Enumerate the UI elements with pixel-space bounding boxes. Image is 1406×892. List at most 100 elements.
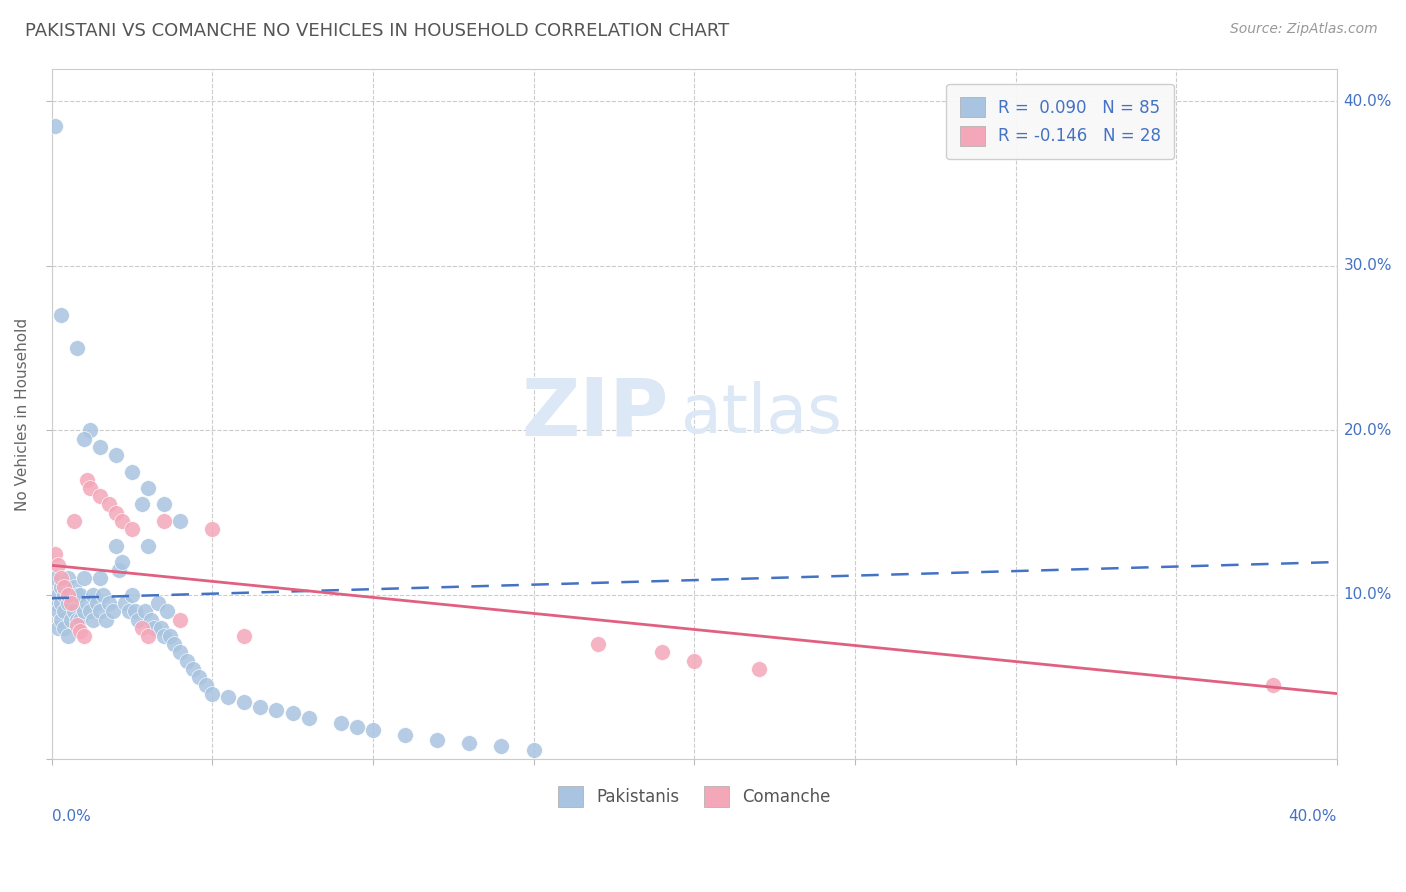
Point <box>121 588 143 602</box>
Point <box>233 629 256 643</box>
Point <box>153 514 176 528</box>
Point <box>46 604 69 618</box>
Point <box>46 588 69 602</box>
Point <box>51 613 73 627</box>
Point <box>149 621 172 635</box>
Point <box>217 690 239 704</box>
Point <box>194 678 217 692</box>
Point <box>121 522 143 536</box>
Text: ZIP: ZIP <box>522 375 669 453</box>
Point <box>98 596 121 610</box>
Point <box>163 637 186 651</box>
Point <box>56 588 79 602</box>
Point <box>346 719 368 733</box>
Point <box>82 588 104 602</box>
Point <box>91 588 114 602</box>
Point <box>121 465 143 479</box>
Point <box>89 440 111 454</box>
Text: atlas: atlas <box>682 381 842 447</box>
Point <box>108 563 131 577</box>
Point <box>51 572 73 586</box>
Point <box>201 687 224 701</box>
Point <box>59 613 82 627</box>
Point <box>56 596 79 610</box>
Point <box>111 555 134 569</box>
Point <box>1261 678 1284 692</box>
Point <box>131 621 153 635</box>
Point <box>63 580 86 594</box>
Point <box>73 629 96 643</box>
Point <box>131 498 153 512</box>
Point <box>176 654 198 668</box>
Point <box>586 637 609 651</box>
Point <box>153 498 176 512</box>
Point <box>69 588 91 602</box>
Point <box>491 739 513 754</box>
Point <box>426 732 449 747</box>
Point <box>51 308 73 322</box>
Text: 40.0%: 40.0% <box>1289 809 1337 824</box>
Point <box>169 514 191 528</box>
Point <box>56 629 79 643</box>
Point <box>79 424 101 438</box>
Point <box>748 662 770 676</box>
Point <box>46 621 69 635</box>
Text: Source: ZipAtlas.com: Source: ZipAtlas.com <box>1230 22 1378 37</box>
Point <box>59 588 82 602</box>
Point <box>53 604 76 618</box>
Point <box>73 432 96 446</box>
Point <box>56 572 79 586</box>
Point <box>79 604 101 618</box>
Text: 30.0%: 30.0% <box>1344 259 1392 274</box>
Point <box>281 706 304 721</box>
Point <box>156 604 179 618</box>
Point <box>44 119 66 133</box>
Point <box>73 572 96 586</box>
Point <box>51 596 73 610</box>
Point <box>298 711 321 725</box>
Text: 20.0%: 20.0% <box>1344 423 1392 438</box>
Point <box>44 596 66 610</box>
Point <box>76 473 98 487</box>
Point <box>66 341 89 355</box>
Point <box>46 558 69 573</box>
Text: 40.0%: 40.0% <box>1344 94 1392 109</box>
Point <box>143 621 166 635</box>
Point <box>59 596 82 610</box>
Point <box>89 604 111 618</box>
Point <box>69 624 91 639</box>
Point <box>181 662 204 676</box>
Point <box>76 596 98 610</box>
Point <box>169 613 191 627</box>
Point <box>44 572 66 586</box>
Text: 0.0%: 0.0% <box>52 809 90 824</box>
Point <box>651 645 673 659</box>
Point <box>98 498 121 512</box>
Point <box>136 629 159 643</box>
Point <box>134 604 156 618</box>
Point <box>89 489 111 503</box>
Point <box>104 539 127 553</box>
Point <box>53 580 76 594</box>
Point <box>329 716 352 731</box>
Point <box>104 448 127 462</box>
Point <box>66 617 89 632</box>
Point <box>124 604 146 618</box>
Point <box>233 695 256 709</box>
Point <box>86 596 108 610</box>
Point <box>66 588 89 602</box>
Point <box>66 613 89 627</box>
Point <box>63 604 86 618</box>
Point <box>136 481 159 495</box>
Point <box>146 596 169 610</box>
Point <box>458 736 481 750</box>
Text: PAKISTANI VS COMANCHE NO VEHICLES IN HOUSEHOLD CORRELATION CHART: PAKISTANI VS COMANCHE NO VEHICLES IN HOU… <box>25 22 730 40</box>
Point <box>361 723 384 737</box>
Point <box>249 699 271 714</box>
Point <box>69 613 91 627</box>
Point <box>188 670 211 684</box>
Point <box>96 613 118 627</box>
Point <box>169 645 191 659</box>
Point <box>53 588 76 602</box>
Point <box>136 539 159 553</box>
